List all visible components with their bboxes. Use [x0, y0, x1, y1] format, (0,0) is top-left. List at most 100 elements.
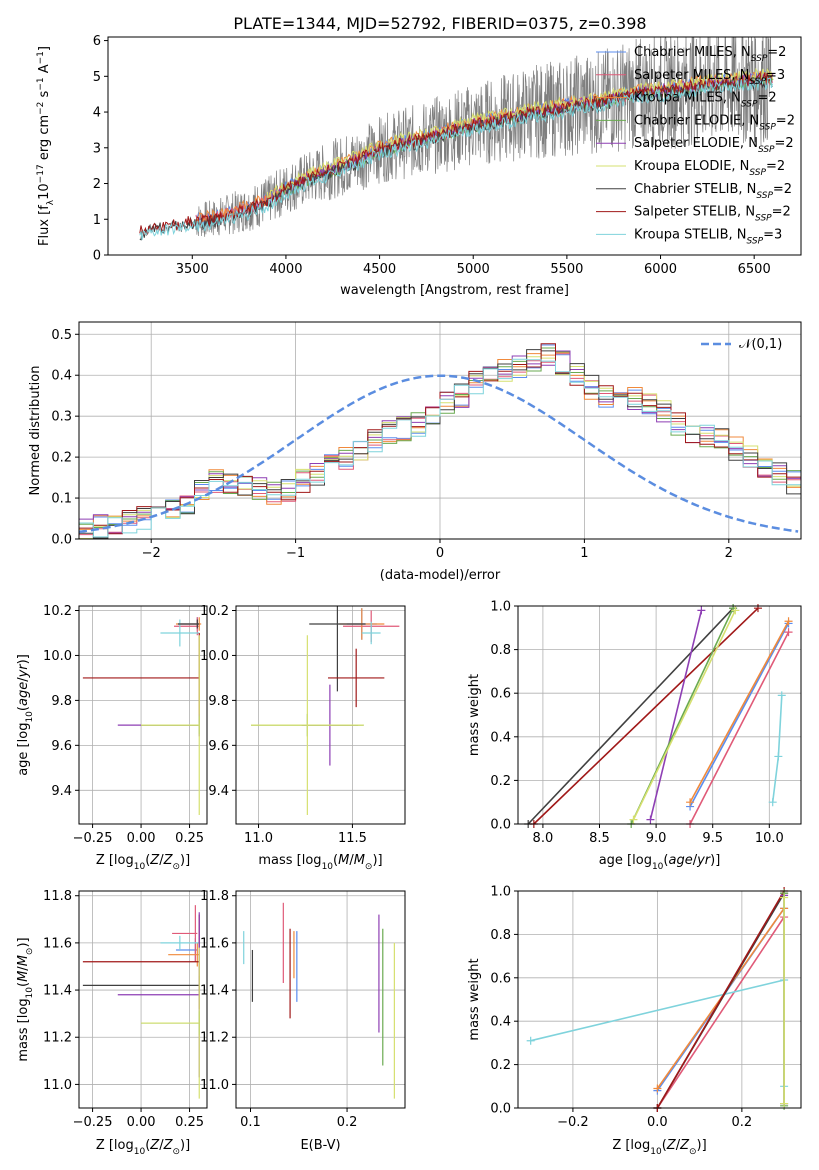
- mass-weight-line: [632, 610, 737, 820]
- x-tick-label: 6000: [644, 262, 677, 277]
- mass-weight-line: [533, 607, 759, 825]
- y-tick-label: 0.3: [51, 410, 72, 425]
- x-tick-label: 0.00: [127, 831, 156, 846]
- y-axis-label: age [log10(age/yr)]: [16, 654, 35, 776]
- mass-weight-line: [527, 607, 734, 825]
- plot-background: [79, 606, 207, 824]
- y-tick-label: 0.4: [490, 730, 511, 745]
- axes-frame: [235, 890, 406, 1109]
- x-axis-label: age [log10(age/yr)]: [599, 853, 721, 872]
- x-tick-label: 5500: [550, 262, 583, 277]
- y-tick-label: 9.6: [51, 739, 72, 754]
- x-axis-label: mass [log10(M/M⊙)]: [258, 853, 382, 872]
- y-tick-label: 10.0: [43, 649, 72, 664]
- y-tick-label: 0.6: [490, 687, 511, 702]
- y-tick-label: 9.4: [51, 784, 72, 799]
- plot-background: [236, 606, 405, 824]
- y-tick-label: 0.4: [490, 1015, 511, 1030]
- y-tick-label: 0.0: [51, 533, 72, 548]
- x-tick-label: −0.2: [557, 1115, 589, 1130]
- spectrum-panel: 3500 4000 4500 5000 5500 6000 6500 0 1 2 3 4 5 6 Chabr…: [36, 34, 802, 298]
- y-tick-label: 1.0: [490, 885, 511, 900]
- y-tick-label: 2: [93, 177, 101, 192]
- x-tick-label: 10.0: [755, 831, 784, 846]
- mass-weight-marker: [768, 798, 777, 807]
- legend-label: Chabrier MILES, NSSP=2: [634, 45, 786, 64]
- histogram-step: [79, 358, 801, 538]
- x-tick-label: 11.5: [338, 831, 367, 846]
- legend-label: Salpeter STELIB, NSSP=2: [634, 205, 791, 224]
- axes-frame: [517, 890, 802, 1109]
- y-tick-label: 3: [93, 141, 101, 156]
- y-tick-label: 0.1: [51, 492, 72, 507]
- mass-weight-marker: [777, 691, 786, 700]
- x-tick-label: 11.0: [244, 831, 273, 846]
- plot-background: [518, 606, 801, 824]
- x-tick-label: −1: [286, 546, 305, 561]
- mass-weight-line: [656, 916, 785, 1109]
- x-axis-label: E(B-V): [300, 1138, 340, 1153]
- y-axis-label: mass [log10(M/M⊙)]: [16, 937, 35, 1061]
- y-tick-label: 9.8: [208, 694, 229, 709]
- mass-weight-vs-metallicity-panel: −0.2 0.0 0.2 0.0 0.2 0.4 0.6 0.8 1.0 Z [log10(Z/Z…: [467, 885, 802, 1157]
- plot-area: [251, 606, 400, 816]
- y-axis-label: mass weight: [467, 674, 482, 756]
- x-tick-label: 5000: [457, 262, 490, 277]
- y-tick-label: 11.6: [43, 936, 72, 951]
- mass-weight-vs-age-panel: 8.0 8.5 9.0 9.5 10.0 0.0 0.2 0.4 0.6 0.8 1.0 age [l…: [467, 600, 802, 872]
- y-tick-label: 0.5: [51, 328, 72, 343]
- mass-weight-line: [689, 631, 790, 825]
- x-tick-label: −0.25: [73, 1115, 113, 1130]
- legend-label: Salpeter MILES, NSSP=3: [634, 68, 785, 87]
- x-tick-label: 0: [436, 546, 444, 561]
- axes-frame: [78, 321, 802, 540]
- y-tick-label: 0.2: [490, 1058, 511, 1073]
- x-tick-label: 0.25: [175, 831, 204, 846]
- mass-weight-line: [689, 620, 790, 803]
- y-tick-label: 11.4: [200, 984, 229, 999]
- plot-area: [526, 887, 789, 1112]
- legend-label: Salpeter ELODIE, NSSP=2: [634, 136, 794, 155]
- y-tick-label: 0.0: [490, 818, 511, 833]
- legend-label: Kroupa MILES, NSSP=2: [634, 91, 777, 110]
- y-tick-label: 4: [93, 106, 101, 121]
- axes-frame: [107, 36, 802, 256]
- x-tick-label: 9.5: [702, 831, 723, 846]
- x-tick-label: 0.00: [127, 1115, 156, 1130]
- plot-area: [82, 905, 200, 1099]
- mass-weight-marker: [686, 798, 695, 807]
- model-spectrum-line: [266, 67, 774, 202]
- x-tick-label: 4000: [269, 262, 302, 277]
- y-tick-label: 9.6: [208, 739, 229, 754]
- y-tick-label: 11.2: [43, 1031, 72, 1046]
- x-tick-label: 4500: [363, 262, 396, 277]
- x-tick-label: 8.0: [533, 831, 554, 846]
- y-tick-label: 10.2: [43, 604, 72, 619]
- y-tick-label: 0.6: [490, 971, 511, 986]
- mass-weight-marker: [784, 628, 793, 637]
- x-tick-label: 2: [725, 546, 733, 561]
- y-tick-label: 1: [93, 213, 101, 228]
- mass-weight-marker: [780, 893, 789, 902]
- x-tick-label: 1: [580, 546, 588, 561]
- legend-label: Chabrier ELODIE, NSSP=2: [634, 113, 795, 132]
- plot-area: [524, 604, 793, 828]
- y-tick-label: 6: [93, 34, 101, 49]
- y-tick-label: 11.2: [200, 1031, 229, 1046]
- mass-weight-marker: [653, 1084, 662, 1093]
- model-spectrum-line: [139, 77, 773, 241]
- normal-curve: [79, 374, 799, 534]
- y-tick-label: 0: [93, 249, 101, 264]
- plot-area: [139, 37, 774, 241]
- legend-label: Kroupa ELODIE, NSSP=2: [634, 159, 785, 178]
- legend-label: Kroupa STELIB, NSSP=3: [634, 227, 782, 246]
- y-tick-label: 10.0: [200, 649, 229, 664]
- plot-background: [236, 891, 405, 1108]
- mass-weight-line: [656, 890, 785, 1109]
- y-tick-label: 0.8: [490, 928, 511, 943]
- x-axis-label: Z [log10(Z/Z⊙)]: [96, 1138, 190, 1157]
- y-axis-label: mass weight: [467, 958, 482, 1040]
- plot-area: [79, 343, 801, 539]
- y-tick-label: 0.2: [490, 774, 511, 789]
